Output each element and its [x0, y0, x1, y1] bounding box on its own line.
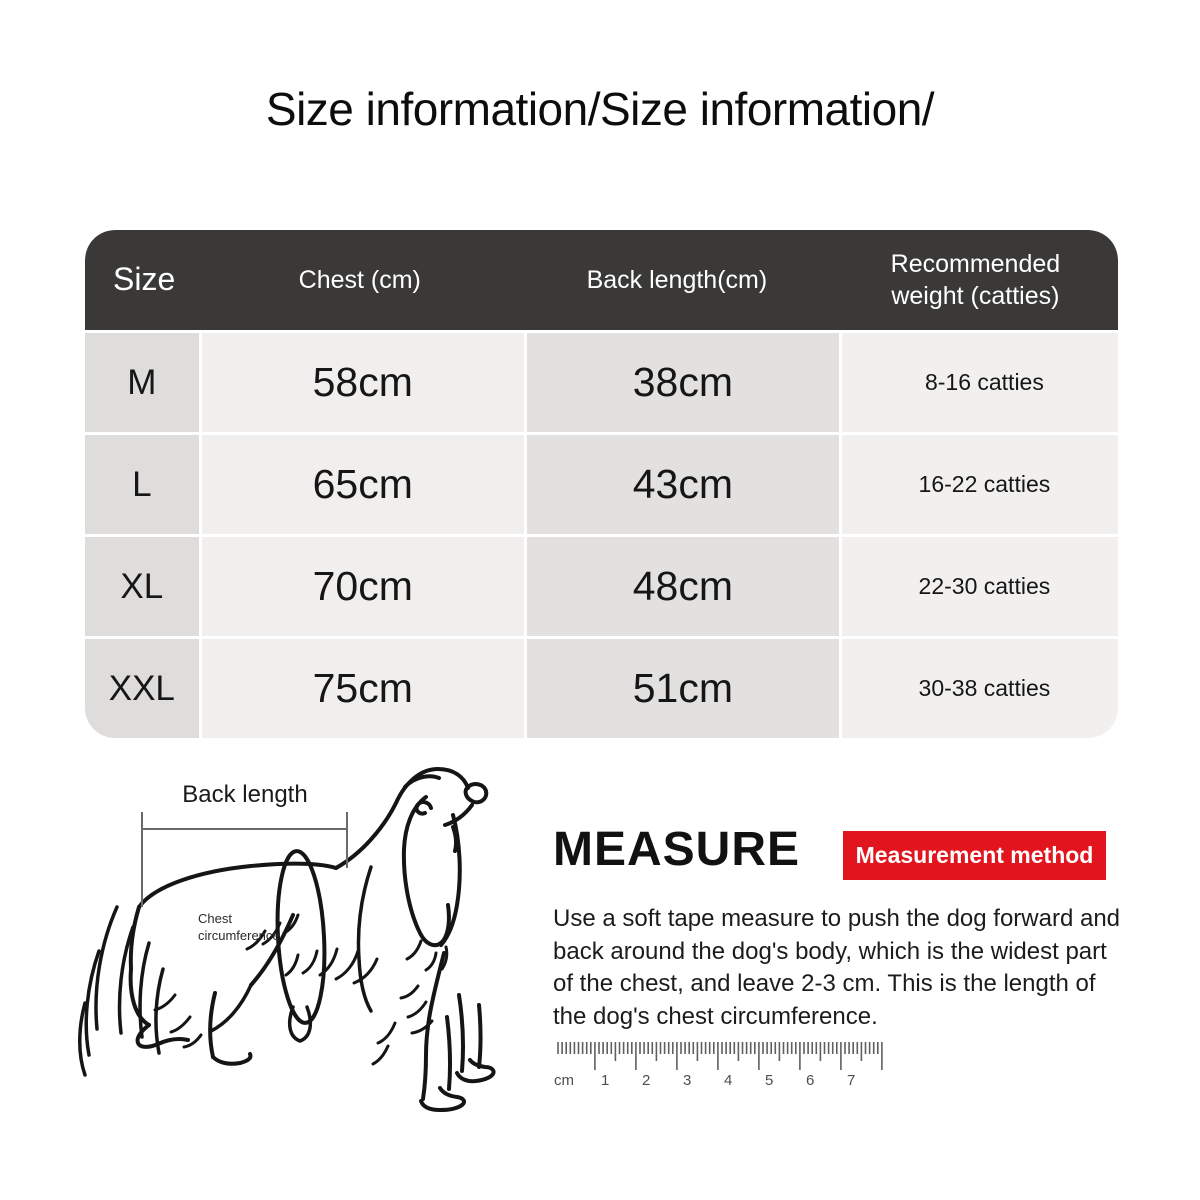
- ruler-number: 7: [847, 1072, 856, 1089]
- chest-circumference-label: Chest circumference: [198, 911, 280, 943]
- ruler-number: 3: [683, 1072, 692, 1089]
- cell-back: 51cm: [526, 639, 839, 738]
- back-length-label: Back length: [182, 781, 308, 808]
- cell-chest: 58cm: [201, 333, 524, 432]
- cell-size: M: [85, 333, 199, 432]
- cell-chest: 75cm: [201, 639, 524, 738]
- header-back-length: Back length(cm): [586, 265, 768, 294]
- ruler-number: 4: [724, 1072, 733, 1089]
- ruler-number: 5: [765, 1072, 774, 1089]
- header-size: Size: [113, 261, 176, 298]
- ruler-number: 1: [601, 1072, 610, 1089]
- cell-weight: 8-16 catties: [841, 333, 1118, 432]
- cell-size: XL: [85, 537, 199, 636]
- ruler-unit-label: cm: [554, 1072, 574, 1089]
- cell-weight: 30-38 catties: [841, 639, 1118, 738]
- ruler-ticks: [557, 1042, 883, 1070]
- cell-back: 43cm: [526, 435, 839, 534]
- cell-chest: 65cm: [201, 435, 524, 534]
- size-table-header-row: Size Chest (cm) Back length(cm) Recommen…: [85, 230, 1118, 330]
- dog-measurement-diagram: Back length Chest circumference: [55, 755, 545, 1135]
- page-title: Size information/Size information/: [265, 83, 935, 135]
- ruler-number: 2: [642, 1072, 651, 1089]
- header-recommended-weight: Recommended weight (catties): [890, 249, 1061, 311]
- back-length-measure-lines: [141, 812, 348, 907]
- ruler-number: 6: [806, 1072, 815, 1089]
- header-chest: Chest (cm): [298, 265, 421, 294]
- size-table-body: M 58cm 38cm 8-16 catties L 65cm 43cm 16-…: [85, 333, 1118, 738]
- cm-ruler: cm 1 2 3 4 5 6 7: [552, 1040, 892, 1102]
- size-table: Size Chest (cm) Back length(cm) Recommen…: [85, 230, 1118, 738]
- measure-heading: MEASURE: [553, 823, 801, 876]
- cell-size: L: [85, 435, 199, 534]
- cell-chest: 70cm: [201, 537, 524, 636]
- cell-size: XXL: [85, 639, 199, 738]
- cell-weight: 22-30 catties: [841, 537, 1118, 636]
- measurement-instructions: Use a soft tape measure to push the dog …: [553, 905, 1121, 1030]
- cell-back: 38cm: [526, 333, 839, 432]
- measurement-method-badge: Measurement method: [843, 831, 1106, 880]
- dog-line-drawing-illustration: [78, 767, 496, 1112]
- cell-weight: 16-22 catties: [841, 435, 1118, 534]
- cell-back: 48cm: [526, 537, 839, 636]
